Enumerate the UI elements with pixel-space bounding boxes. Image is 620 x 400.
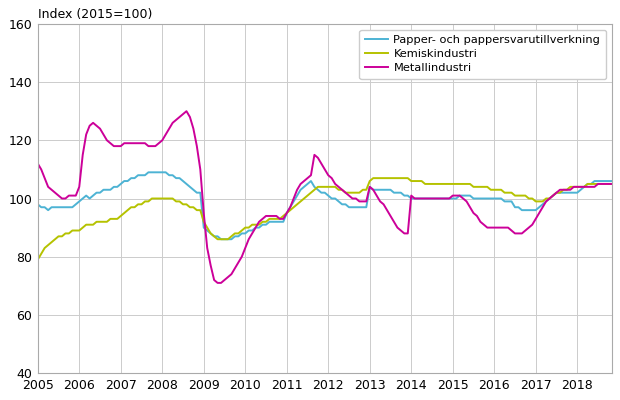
Metallindustri	[203, 246, 211, 250]
Papper- och pappersvarutillverkning	[34, 202, 42, 207]
Kemiskindustri	[231, 231, 239, 236]
Metallindustri	[183, 109, 190, 114]
Metallindustri	[138, 141, 145, 146]
Metallindustri	[611, 182, 619, 186]
Papper- och pappersvarutillverkning	[238, 231, 246, 236]
Line: Metallindustri: Metallindustri	[38, 111, 615, 283]
Papper- och pappersvarutillverkning	[370, 187, 377, 192]
Papper- och pappersvarutillverkning	[380, 187, 388, 192]
Kemiskindustri	[376, 176, 384, 180]
Metallindustri	[501, 225, 508, 230]
Papper- och pappersvarutillverkning	[144, 170, 152, 175]
Kemiskindustri	[363, 187, 370, 192]
Papper- och pappersvarutillverkning	[218, 237, 225, 242]
Metallindustri	[214, 280, 221, 285]
Kemiskindustri	[34, 257, 42, 262]
Legend: Papper- och pappersvarutillverkning, Kemiskindustri, Metallindustri: Papper- och pappersvarutillverkning, Kem…	[359, 30, 606, 79]
Kemiskindustri	[200, 219, 208, 224]
Metallindustri	[370, 187, 377, 192]
Papper- och pappersvarutillverkning	[203, 228, 211, 233]
Text: Index (2015=100): Index (2015=100)	[38, 8, 152, 21]
Papper- och pappersvarutillverkning	[501, 199, 508, 204]
Kemiskindustri	[138, 202, 145, 207]
Line: Kemiskindustri: Kemiskindustri	[38, 178, 615, 260]
Papper- och pappersvarutillverkning	[138, 173, 145, 178]
Metallindustri	[380, 202, 388, 207]
Metallindustri	[238, 254, 246, 259]
Metallindustri	[34, 161, 42, 166]
Kemiskindustri	[497, 187, 505, 192]
Line: Papper- och pappersvarutillverkning: Papper- och pappersvarutillverkning	[38, 172, 615, 239]
Kemiskindustri	[611, 182, 619, 186]
Kemiskindustri	[370, 176, 377, 180]
Papper- och pappersvarutillverkning	[611, 179, 619, 184]
